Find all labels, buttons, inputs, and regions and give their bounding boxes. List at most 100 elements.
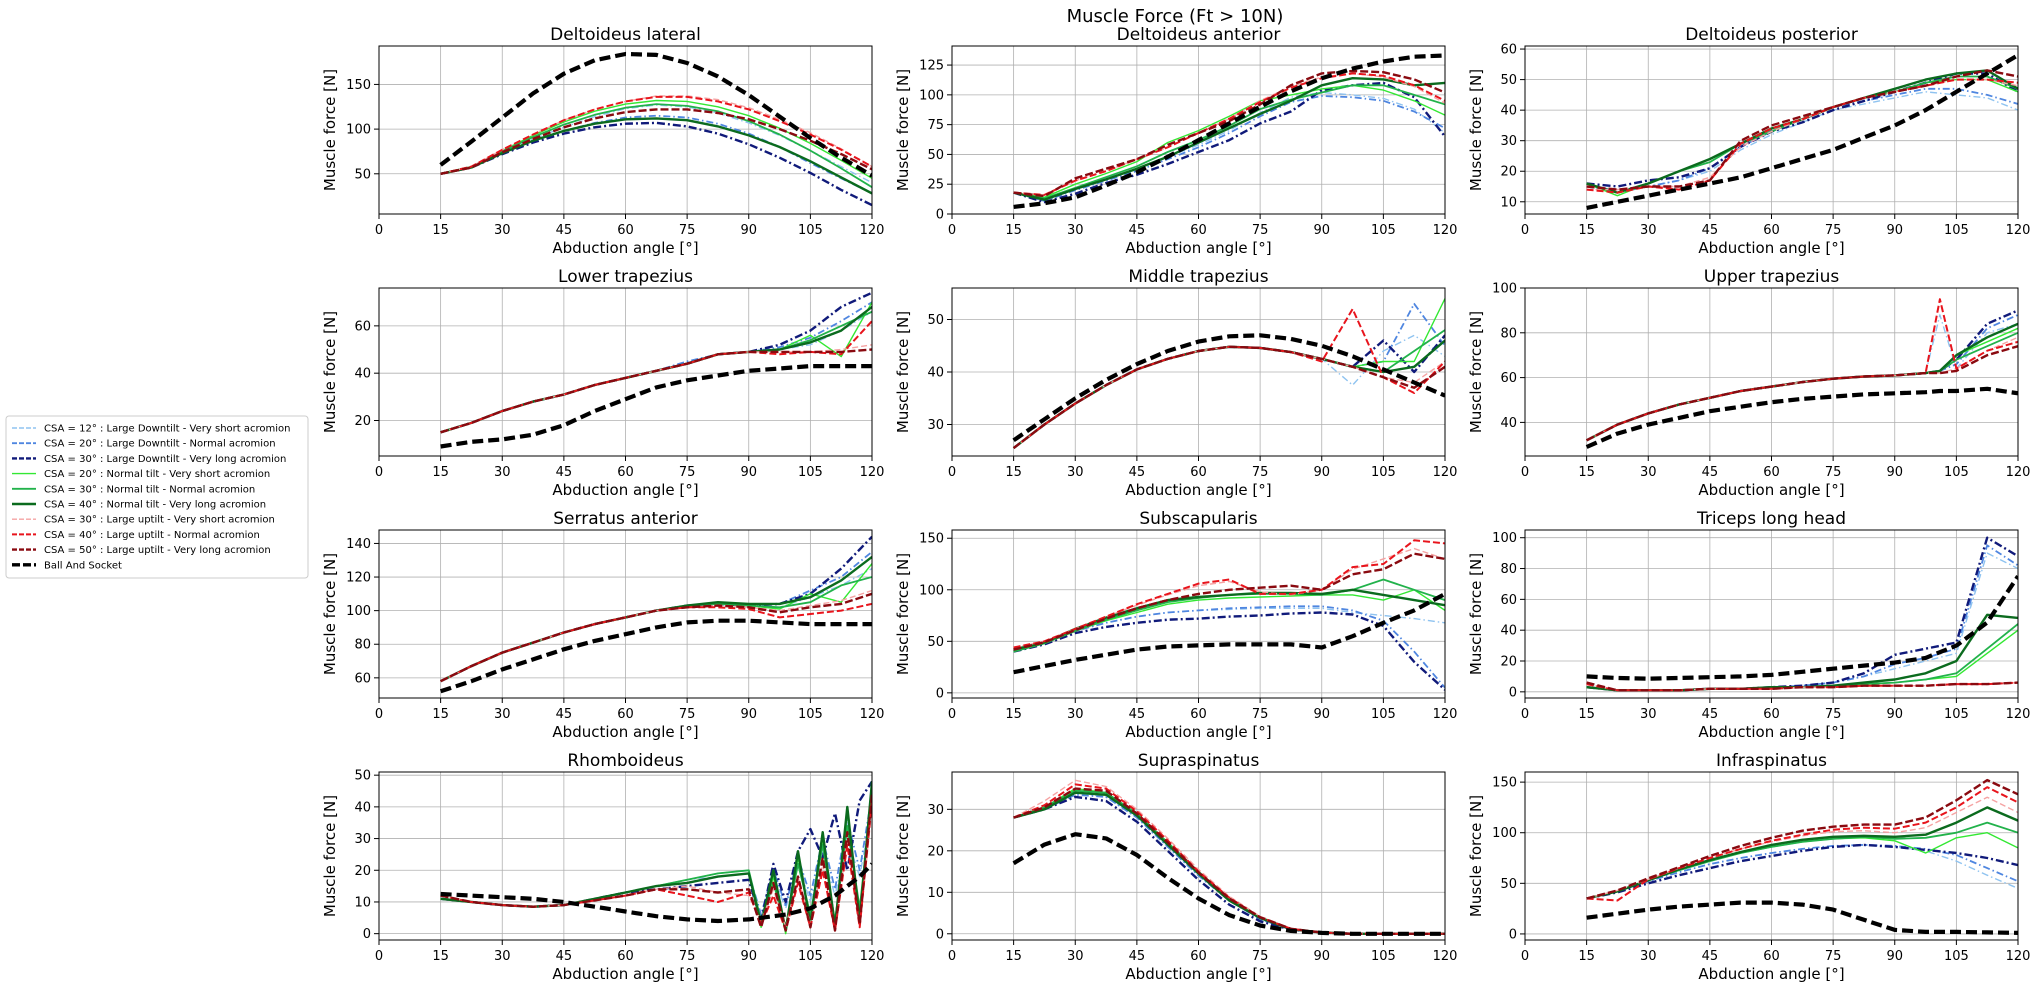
y-tick-label: 50 <box>354 769 371 784</box>
legend-item: CSA = 40° : Normal tilt - Very long acro… <box>12 500 266 511</box>
x-tick-label: 120 <box>2006 465 2031 480</box>
x-tick-label: 75 <box>1252 949 1269 964</box>
y-tick-label: 50 <box>354 167 371 182</box>
series-line <box>1013 76 1445 201</box>
series-line <box>1012 339 1445 450</box>
x-tick-label: 60 <box>617 223 634 238</box>
subplot-11: 0 15 30 45 60 75 90 105 120 0 10 20 30 Supraspinatus A… <box>894 751 1457 983</box>
x-tick-label: 105 <box>1371 465 1396 480</box>
x-tick-label: 105 <box>1944 949 1969 964</box>
y-tick-label: 20 <box>1500 165 1517 180</box>
y-axis-label: Muscle force [N] <box>1467 311 1485 433</box>
x-tick-label: 15 <box>1005 707 1022 722</box>
y-tick-label: 20 <box>354 864 371 879</box>
series-line <box>1012 832 1445 936</box>
x-tick-label: 105 <box>1944 223 1969 238</box>
y-tick-label: 150 <box>346 78 371 93</box>
x-tick-label: 30 <box>1067 949 1084 964</box>
x-tick-label: 45 <box>1129 707 1146 722</box>
x-tick-label: 30 <box>494 465 511 480</box>
x-tick-label: 30 <box>494 223 511 238</box>
y-tick-label: 80 <box>1500 562 1517 577</box>
series-lines <box>440 780 872 935</box>
x-tick-label: 90 <box>1313 707 1330 722</box>
x-tick-label: 15 <box>1578 465 1595 480</box>
series-line <box>1013 789 1445 935</box>
series-line <box>1586 69 2018 191</box>
x-axis-label: Abduction angle [°] <box>552 239 698 257</box>
series-line <box>1586 681 2018 692</box>
x-tick-label: 105 <box>1944 707 1969 722</box>
legend-label: CSA = 12° : Large Downtilt - Very short … <box>44 424 290 435</box>
x-tick-label: 90 <box>740 707 757 722</box>
legend-item: CSA = 20° : Large Downtilt - Normal acro… <box>12 439 276 450</box>
x-tick-label: 45 <box>1702 223 1719 238</box>
gridlines <box>1524 530 2019 698</box>
subplot-2: 0 15 30 45 60 75 90 105 120 0 25 50 75 100 125 Deltoide… <box>894 25 1457 257</box>
legend-label: Ball And Socket <box>44 560 122 571</box>
x-tick-label: 105 <box>1371 949 1396 964</box>
subplot-title: Upper trapezius <box>1704 267 1840 287</box>
x-tick-label: 120 <box>860 223 885 238</box>
series-line <box>1586 536 2018 692</box>
legend-item: CSA = 12° : Large Downtilt - Very short … <box>12 424 290 435</box>
series-line <box>1586 821 2018 900</box>
y-tick-label: 120 <box>346 571 371 586</box>
series-line <box>1013 783 1445 935</box>
x-tick-label: 30 <box>494 949 511 964</box>
series-line <box>1586 900 2018 935</box>
series-line <box>1586 345 2018 442</box>
x-tick-label: 0 <box>1521 707 1529 722</box>
y-tick-label: 50 <box>1500 73 1517 88</box>
x-tick-label: 45 <box>556 949 573 964</box>
y-tick-label: 75 <box>927 118 944 133</box>
x-axis-label: Abduction angle [°] <box>552 965 698 983</box>
legend-item: CSA = 30° : Large Downtilt - Very long a… <box>12 454 286 465</box>
x-tick-label: 105 <box>1944 465 1969 480</box>
subplot-9: 0 15 30 45 60 75 90 105 120 0 20 40 60 80 100 Triceps l… <box>1467 509 2030 741</box>
subplot-title: Serratus anterior <box>553 509 697 529</box>
x-tick-label: 90 <box>740 223 757 238</box>
x-tick-label: 45 <box>1129 949 1146 964</box>
subplot-title: Supraspinatus <box>1138 751 1260 771</box>
y-tick-label: 20 <box>927 844 944 859</box>
subplot-1: 0 15 30 45 60 75 90 105 120 50 100 150 Deltoideus la… <box>321 25 884 257</box>
series-line <box>440 99 872 179</box>
y-axis-label: Muscle force [N] <box>894 69 912 191</box>
series-line <box>1586 629 2018 691</box>
y-tick-label: 0 <box>1509 685 1517 700</box>
series-line <box>1013 552 1445 651</box>
x-tick-label: 0 <box>375 465 383 480</box>
y-axis-label: Muscle force [N] <box>1467 553 1485 675</box>
x-tick-label: 0 <box>1521 465 1529 480</box>
x-tick-label: 0 <box>948 465 956 480</box>
y-axis-label: Muscle force [N] <box>894 553 912 675</box>
series-line <box>1586 844 2018 900</box>
y-tick-label: 60 <box>1500 593 1517 608</box>
subplot-title: Deltoideus anterior <box>1117 25 1281 45</box>
series-line <box>1013 81 1445 204</box>
y-tick-label: 40 <box>1500 416 1517 431</box>
subplot-5: 0 15 30 45 60 75 90 105 120 30 40 50 Middle trapeziu… <box>894 267 1457 499</box>
x-tick-label: 120 <box>1433 223 1458 238</box>
y-tick-label: 100 <box>919 88 944 103</box>
series-line <box>1013 95 1445 202</box>
x-tick-label: 105 <box>1371 223 1396 238</box>
x-tick-label: 0 <box>948 707 956 722</box>
series-line <box>1013 779 1445 935</box>
y-tick-label: 25 <box>927 178 944 193</box>
x-axis-label: Abduction angle [°] <box>1698 481 1844 499</box>
series-line <box>1012 333 1445 443</box>
x-tick-label: 60 <box>1763 465 1780 480</box>
y-axis-label: Muscle force [N] <box>1467 795 1485 917</box>
legend-box <box>5 415 309 579</box>
x-tick-label: 90 <box>1886 465 1903 480</box>
x-tick-label: 90 <box>1313 465 1330 480</box>
x-tick-label: 75 <box>1252 223 1269 238</box>
x-axis-label: Abduction angle [°] <box>552 481 698 499</box>
subplot-7: 0 15 30 45 60 75 90 105 120 60 80 100 120 140 Serratus… <box>321 509 884 741</box>
y-tick-label: 30 <box>1500 134 1517 149</box>
x-tick-label: 0 <box>375 949 383 964</box>
gridlines <box>378 46 873 214</box>
